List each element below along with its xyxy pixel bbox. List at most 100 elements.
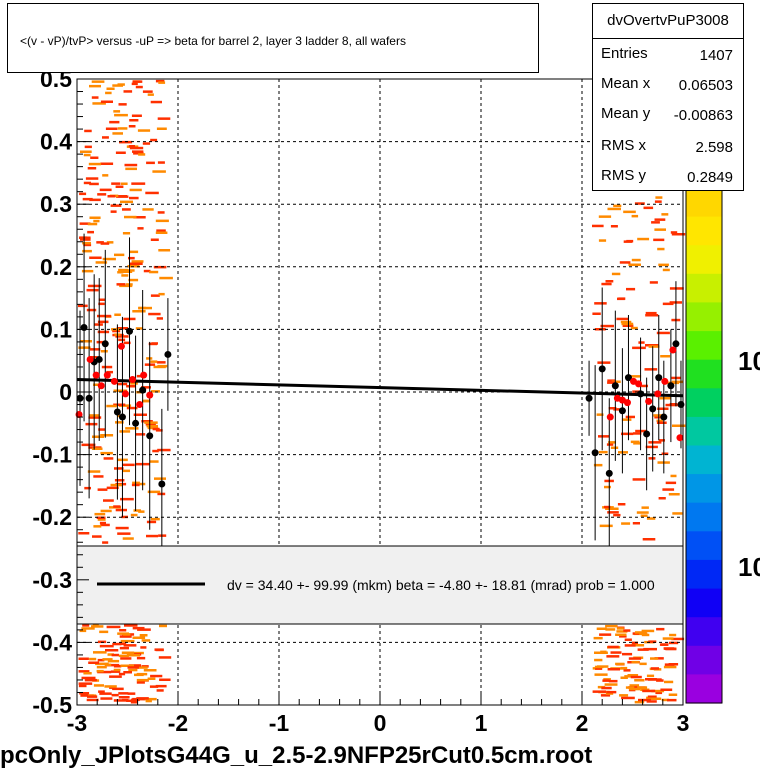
histogram-cell bbox=[113, 665, 122, 668]
histogram-cell bbox=[638, 698, 651, 702]
histogram-cell bbox=[605, 624, 618, 628]
histogram-cell bbox=[122, 537, 134, 540]
histogram-cell bbox=[99, 188, 112, 192]
histogram-cell bbox=[113, 505, 121, 508]
histogram-cell bbox=[89, 84, 101, 88]
histogram-cell bbox=[93, 684, 104, 687]
histogram-cell bbox=[84, 486, 91, 490]
histogram-cell bbox=[156, 229, 166, 232]
histogram-cell bbox=[124, 215, 137, 219]
data-point-red bbox=[623, 399, 631, 407]
histogram-cell bbox=[623, 240, 633, 243]
colorbar-segment bbox=[686, 645, 722, 675]
histogram-cell bbox=[87, 230, 94, 234]
histogram-cell bbox=[645, 344, 659, 347]
histogram-cell bbox=[86, 308, 97, 312]
histogram-cell bbox=[100, 451, 113, 455]
stats-label: RMS x bbox=[601, 137, 646, 154]
histogram-cell bbox=[607, 645, 619, 649]
data-point-red bbox=[92, 371, 100, 379]
histogram-cell bbox=[649, 281, 658, 284]
colorbar-segment bbox=[686, 302, 722, 332]
histogram-cell bbox=[136, 681, 145, 684]
histogram-cell bbox=[132, 310, 146, 313]
histogram-cell bbox=[88, 661, 100, 664]
histogram-cell bbox=[607, 207, 621, 211]
x-tick-label: 0 bbox=[374, 710, 387, 736]
histogram-cell bbox=[155, 231, 168, 234]
histogram-cell bbox=[142, 142, 151, 145]
histogram-cell bbox=[648, 457, 656, 460]
histogram-cell bbox=[152, 449, 159, 453]
histogram-cell bbox=[111, 653, 119, 657]
histogram-cell bbox=[97, 658, 105, 662]
histogram-cell bbox=[137, 227, 144, 230]
x-tick-label: -3 bbox=[67, 710, 87, 736]
histogram-cell bbox=[102, 541, 109, 544]
histogram-cell bbox=[83, 672, 92, 675]
histogram-cell bbox=[663, 665, 677, 669]
histogram-cell bbox=[106, 370, 113, 374]
histogram-cell bbox=[89, 657, 97, 661]
histogram-cell bbox=[79, 236, 87, 239]
histogram-cell bbox=[105, 91, 112, 95]
histogram-cell bbox=[664, 680, 674, 684]
histogram-cell bbox=[613, 408, 620, 411]
histogram-cell bbox=[148, 342, 157, 346]
colorbar-segment bbox=[686, 588, 722, 618]
histogram-cell bbox=[601, 282, 612, 286]
histogram-cell bbox=[79, 692, 90, 695]
histogram-cell bbox=[126, 385, 136, 388]
histogram-cell bbox=[662, 488, 675, 491]
histogram-cell bbox=[149, 270, 159, 274]
data-point-black bbox=[667, 382, 675, 390]
histogram-cell bbox=[149, 685, 159, 688]
colorbar-label: 10 bbox=[738, 552, 760, 582]
histogram-cell bbox=[632, 478, 646, 481]
data-point-black bbox=[637, 390, 645, 398]
data-point-black bbox=[80, 324, 88, 332]
histogram-cell bbox=[123, 341, 131, 345]
histogram-cell bbox=[88, 416, 102, 419]
stats-row-mean-x: Mean x 0.06503 bbox=[593, 71, 743, 101]
histogram-cell bbox=[150, 238, 159, 241]
histogram-cell bbox=[156, 689, 164, 692]
footer-filename: pcOnly_JPlotsG44G_u_2.5-2.9NFP25rCut0.5c… bbox=[0, 742, 593, 769]
histogram-cell bbox=[122, 463, 135, 467]
histogram-cell bbox=[592, 224, 604, 228]
data-point-red bbox=[676, 434, 684, 442]
histogram-cell bbox=[157, 448, 171, 452]
histogram-cell bbox=[654, 228, 666, 231]
histogram-cell bbox=[119, 635, 132, 638]
histogram-cell bbox=[127, 692, 136, 695]
histogram-cell bbox=[631, 641, 638, 645]
stats-label: Entries bbox=[601, 45, 648, 62]
data-point-black bbox=[158, 480, 166, 488]
histogram-cell bbox=[115, 526, 129, 530]
histogram-cell bbox=[138, 306, 152, 310]
histogram-cell bbox=[112, 132, 123, 135]
histogram-cell bbox=[594, 302, 607, 305]
histogram-cell bbox=[126, 699, 134, 702]
histogram-cell bbox=[80, 238, 91, 241]
histogram-cell bbox=[661, 698, 669, 702]
histogram-cell bbox=[653, 238, 665, 242]
histogram-cell bbox=[138, 153, 146, 156]
histogram-cell bbox=[667, 381, 679, 385]
colorbar-segment bbox=[686, 245, 722, 275]
colorbar-segment bbox=[686, 445, 722, 475]
colorbar-segment bbox=[686, 617, 722, 647]
data-point-black bbox=[605, 469, 613, 477]
histogram-cell bbox=[128, 278, 139, 282]
data-point-black bbox=[618, 407, 626, 415]
histogram-cell bbox=[101, 365, 113, 369]
histogram-cell bbox=[608, 441, 616, 444]
histogram-cell bbox=[155, 79, 165, 83]
histogram-cell bbox=[121, 515, 128, 519]
data-point-red bbox=[103, 371, 111, 379]
histogram-cell bbox=[109, 675, 122, 678]
histogram-cell bbox=[657, 247, 665, 251]
histogram-cell bbox=[668, 493, 680, 496]
histogram-cell bbox=[645, 314, 659, 317]
x-tick-label: -2 bbox=[168, 710, 188, 736]
